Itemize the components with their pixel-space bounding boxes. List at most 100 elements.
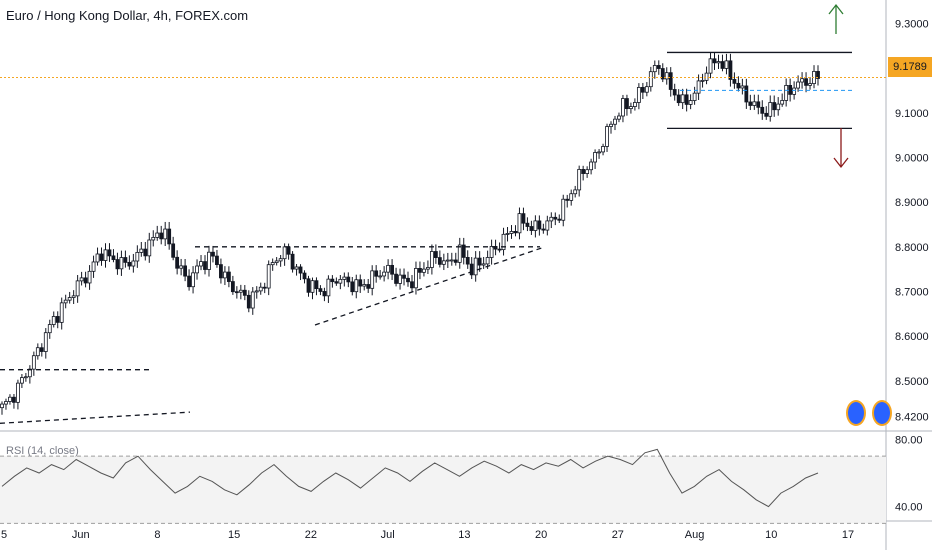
- candle-body: [549, 216, 554, 222]
- candle-body: [406, 277, 410, 283]
- candle-body: [386, 264, 391, 273]
- candle-body: [266, 264, 271, 289]
- candle-body: [223, 271, 227, 279]
- candle-body: [39, 347, 44, 352]
- candle-body: [740, 85, 745, 89]
- event-flag-icon[interactable]: [846, 400, 866, 426]
- rsi-axis-label: 80.00: [895, 434, 923, 446]
- candle-body: [772, 102, 777, 111]
- candle-body: [748, 101, 753, 106]
- candle-body: [473, 257, 478, 276]
- candle-body: [569, 193, 574, 201]
- candle-body: [688, 100, 693, 105]
- candle-body: [441, 260, 446, 265]
- candle-body: [756, 101, 761, 108]
- chart-title: Euro / Hong Kong Dollar, 4h, FOREX.com: [6, 8, 249, 23]
- candle-body: [613, 118, 617, 125]
- candle-body: [179, 265, 184, 269]
- candle-body: [71, 295, 76, 298]
- candle-body: [123, 257, 128, 263]
- time-axis-label: 8: [154, 529, 160, 541]
- candle-body: [422, 268, 426, 273]
- candle-body: [51, 316, 56, 325]
- price-axis-label: 8.5000: [895, 376, 929, 388]
- candle-body: [322, 291, 327, 297]
- candle-body: [804, 78, 808, 86]
- candle-body: [808, 83, 812, 86]
- candle-body: [581, 169, 586, 174]
- candle-body: [398, 274, 402, 284]
- candle-body: [601, 146, 605, 153]
- candle-body: [274, 260, 279, 263]
- candle-body: [75, 280, 80, 297]
- candle-body: [163, 228, 168, 240]
- candle-body: [636, 87, 641, 103]
- candle-body: [437, 257, 442, 265]
- event-flag-icon[interactable]: [872, 400, 892, 426]
- candle-body: [79, 277, 84, 282]
- ascending-trend-line: [314, 246, 546, 326]
- candle-body: [728, 60, 733, 80]
- candle-body: [457, 244, 462, 263]
- candle-body: [350, 281, 355, 293]
- candle-body: [83, 277, 88, 284]
- time-axis-label: 15: [228, 529, 240, 541]
- candle-body: [553, 216, 558, 220]
- candle-body: [155, 232, 160, 238]
- candle-body: [390, 264, 394, 275]
- candle-body: [207, 251, 211, 270]
- candle-body: [219, 264, 223, 279]
- time-axis-label: 17: [842, 529, 854, 541]
- candle-body: [481, 263, 486, 266]
- candle-body: [605, 126, 609, 147]
- time-axis-label: 10: [765, 529, 777, 541]
- candle-body: [672, 89, 677, 96]
- candle-body: [792, 87, 797, 95]
- candle-body: [449, 259, 454, 262]
- candle-body: [429, 251, 434, 268]
- candle-body: [203, 261, 207, 270]
- candle-body: [640, 87, 645, 93]
- candle-body: [91, 261, 96, 272]
- candle-body: [278, 258, 283, 262]
- candle-body: [302, 272, 307, 280]
- rsi-line: [1, 448, 819, 508]
- candle-body: [609, 123, 613, 127]
- candle-body: [593, 152, 597, 163]
- candle-body: [4, 401, 8, 405]
- candle-body: [712, 58, 717, 64]
- candle-body: [16, 382, 20, 403]
- price-axis-label: 9.3000: [895, 18, 929, 30]
- candle-body: [533, 220, 538, 231]
- candle-body: [513, 230, 518, 234]
- candle-body: [370, 270, 375, 289]
- candle-body: [660, 68, 665, 80]
- candle-body: [330, 278, 335, 283]
- candle-body: [147, 239, 152, 257]
- candle-body: [664, 72, 669, 80]
- candle-body: [776, 103, 781, 111]
- candle-body: [652, 65, 657, 73]
- time-axis-label: 5: [1, 529, 7, 541]
- candle-body: [509, 230, 514, 234]
- down-arrow-head-icon: [833, 157, 849, 169]
- candle-body: [692, 92, 697, 101]
- time-axis-label: 22: [305, 529, 317, 541]
- candle-body: [656, 65, 661, 69]
- candle-body: [668, 72, 673, 90]
- candle-body: [517, 213, 522, 234]
- candle-body: [55, 316, 60, 323]
- candle-body: [445, 259, 450, 262]
- candle-body: [238, 289, 243, 293]
- time-axis-label: Aug: [685, 529, 705, 541]
- candle-body: [211, 251, 215, 257]
- candle-body: [246, 294, 251, 309]
- candle-body: [724, 60, 729, 69]
- candle-body: [20, 377, 24, 384]
- candle-body: [139, 248, 144, 253]
- candle-body: [426, 267, 430, 270]
- candle-body: [306, 278, 311, 293]
- candle-body: [314, 280, 319, 290]
- price-axis-label: 8.4200: [895, 412, 929, 424]
